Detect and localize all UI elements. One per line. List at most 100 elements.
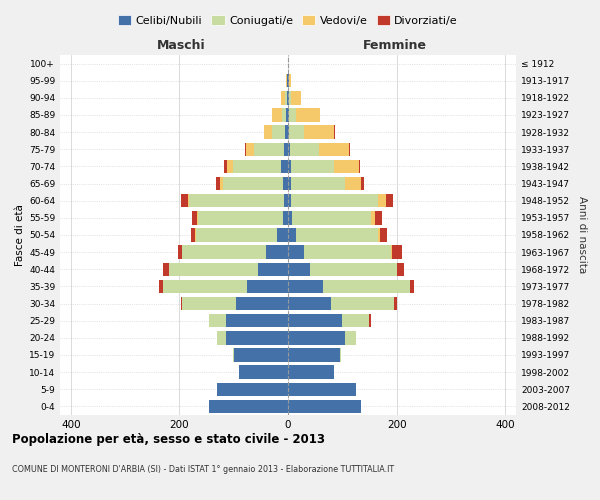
Bar [288, 246, 304, 259]
Bar [263, 126, 272, 139]
Bar [188, 194, 284, 207]
Bar [182, 297, 236, 310]
Bar [288, 314, 342, 328]
Bar [288, 348, 340, 362]
Bar [288, 108, 289, 122]
Bar [288, 280, 323, 293]
Bar [288, 142, 290, 156]
Bar [370, 314, 371, 328]
Bar [286, 108, 288, 122]
Bar [304, 246, 391, 259]
Text: COMUNE DI MONTERONI D'ARBIA (SI) - Dati ISTAT 1° gennaio 2013 - Elaborazione TUT: COMUNE DI MONTERONI D'ARBIA (SI) - Dati … [12, 466, 394, 474]
Bar [282, 108, 286, 122]
Bar [290, 142, 319, 156]
Bar [391, 246, 392, 259]
Bar [334, 160, 359, 173]
Bar [342, 314, 370, 328]
Bar [258, 262, 288, 276]
Bar [340, 348, 341, 362]
Bar [331, 297, 394, 310]
Bar [345, 331, 356, 344]
Bar [288, 177, 291, 190]
Bar [191, 228, 195, 241]
Bar [371, 211, 376, 224]
Bar [220, 177, 223, 190]
Bar [169, 262, 258, 276]
Bar [182, 246, 266, 259]
Bar [178, 246, 182, 259]
Bar [296, 228, 377, 241]
Bar [226, 314, 288, 328]
Text: Femmine: Femmine [363, 38, 427, 52]
Bar [233, 160, 281, 173]
Bar [292, 211, 371, 224]
Bar [197, 211, 199, 224]
Bar [410, 280, 415, 293]
Bar [217, 382, 288, 396]
Bar [272, 108, 282, 122]
Bar [361, 177, 364, 190]
Bar [376, 211, 382, 224]
Bar [288, 262, 310, 276]
Bar [291, 177, 345, 190]
Bar [378, 194, 386, 207]
Bar [296, 108, 320, 122]
Bar [288, 331, 345, 344]
Y-axis label: Fasce di età: Fasce di età [15, 204, 25, 266]
Bar [288, 194, 291, 207]
Bar [181, 297, 182, 310]
Text: Maschi: Maschi [157, 38, 205, 52]
Bar [288, 160, 291, 173]
Bar [245, 142, 254, 156]
Bar [397, 262, 404, 276]
Bar [217, 331, 226, 344]
Bar [254, 142, 284, 156]
Bar [289, 91, 291, 104]
Bar [349, 142, 350, 156]
Bar [163, 280, 247, 293]
Bar [284, 142, 288, 156]
Bar [323, 280, 410, 293]
Bar [281, 160, 288, 173]
Bar [288, 382, 356, 396]
Bar [286, 74, 287, 88]
Bar [283, 177, 288, 190]
Bar [227, 160, 233, 173]
Bar [233, 348, 234, 362]
Bar [288, 400, 361, 413]
Y-axis label: Anni di nascita: Anni di nascita [577, 196, 587, 274]
Bar [288, 228, 296, 241]
Bar [394, 297, 397, 310]
Bar [236, 297, 288, 310]
Text: Popolazione per età, sesso e stato civile - 2013: Popolazione per età, sesso e stato civil… [12, 432, 325, 446]
Bar [247, 280, 288, 293]
Bar [291, 160, 334, 173]
Bar [288, 211, 292, 224]
Bar [285, 91, 287, 104]
Bar [216, 177, 220, 190]
Bar [288, 297, 331, 310]
Bar [224, 160, 227, 173]
Bar [223, 177, 283, 190]
Bar [284, 194, 288, 207]
Bar [199, 211, 283, 224]
Bar [266, 246, 288, 259]
Bar [291, 194, 378, 207]
Bar [285, 126, 288, 139]
Bar [291, 91, 301, 104]
Bar [392, 246, 402, 259]
Bar [281, 91, 285, 104]
Bar [310, 262, 397, 276]
Bar [377, 228, 380, 241]
Bar [289, 74, 291, 88]
Bar [159, 280, 163, 293]
Bar [277, 228, 288, 241]
Bar [289, 108, 296, 122]
Bar [226, 331, 288, 344]
Bar [196, 228, 277, 241]
Bar [283, 211, 288, 224]
Bar [234, 348, 288, 362]
Bar [288, 126, 289, 139]
Bar [239, 366, 288, 379]
Bar [209, 314, 226, 328]
